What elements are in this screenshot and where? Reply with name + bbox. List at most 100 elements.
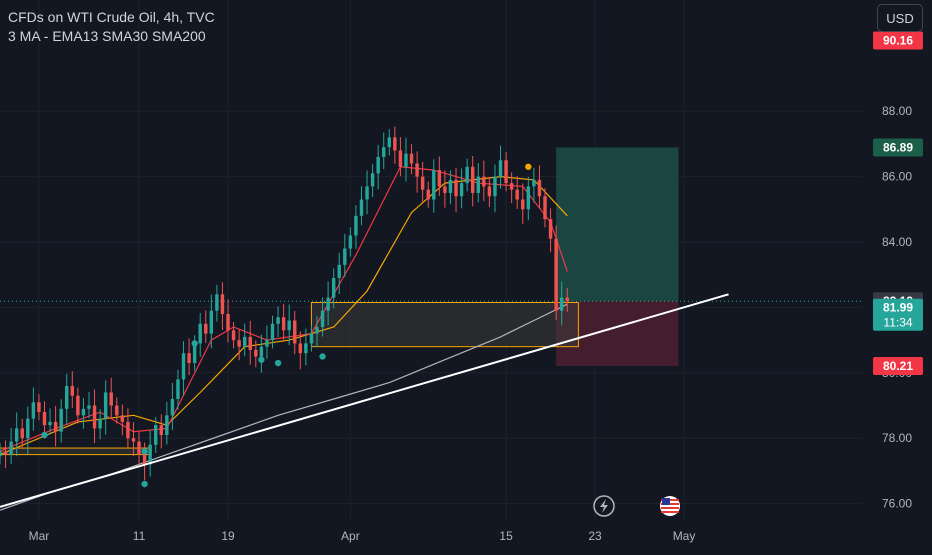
candle[interactable] <box>159 425 164 435</box>
candle[interactable] <box>65 385 69 409</box>
candle[interactable] <box>331 277 336 298</box>
candle[interactable] <box>521 199 525 210</box>
candle[interactable] <box>526 186 531 210</box>
candle[interactable] <box>98 418 102 429</box>
candle[interactable] <box>348 235 353 249</box>
candle[interactable] <box>109 392 113 406</box>
candle[interactable] <box>398 150 403 167</box>
candle[interactable] <box>248 336 252 350</box>
candle[interactable] <box>242 336 247 347</box>
currency-button[interactable]: USD <box>877 4 923 32</box>
candle[interactable] <box>287 320 291 331</box>
candle[interactable] <box>387 137 392 148</box>
candle[interactable] <box>120 415 125 422</box>
price-tag-take-profit[interactable]: 86.89 <box>883 140 913 154</box>
target-zone[interactable] <box>556 147 679 302</box>
candle[interactable] <box>198 323 202 344</box>
candle[interactable] <box>237 340 241 347</box>
candle[interactable] <box>53 421 58 432</box>
candle[interactable] <box>459 183 464 197</box>
candle[interactable] <box>153 425 158 445</box>
candle[interactable] <box>393 137 397 151</box>
candle[interactable] <box>3 451 8 455</box>
symbol-title[interactable]: CFDs on WTI Crude Oil, 4h, TVC <box>8 9 215 25</box>
candle[interactable] <box>181 353 186 380</box>
candle[interactable] <box>326 297 330 311</box>
price-tag-take-profit-bg[interactable] <box>873 138 923 157</box>
candle[interactable] <box>432 170 436 200</box>
candle[interactable] <box>420 176 425 190</box>
price-tag-target[interactable]: 90.16 <box>883 34 913 48</box>
candle[interactable] <box>9 441 13 455</box>
candle[interactable] <box>215 294 219 311</box>
candle[interactable] <box>92 405 97 429</box>
candle[interactable] <box>443 186 447 193</box>
candle[interactable] <box>281 317 286 331</box>
candle[interactable] <box>226 313 230 331</box>
candle[interactable] <box>170 398 175 416</box>
candle[interactable] <box>187 353 191 364</box>
candle[interactable] <box>437 170 442 187</box>
candle[interactable] <box>0 451 2 457</box>
candle[interactable] <box>276 317 280 324</box>
candle[interactable] <box>565 297 569 302</box>
candle[interactable] <box>454 179 458 197</box>
candle[interactable] <box>365 186 369 200</box>
lightning-icon[interactable] <box>593 495 615 517</box>
candle[interactable] <box>254 349 258 357</box>
candle[interactable] <box>404 153 408 167</box>
candle[interactable] <box>382 147 386 157</box>
candle[interactable] <box>309 333 314 344</box>
candle[interactable] <box>493 176 497 197</box>
candle[interactable] <box>470 166 475 193</box>
candle[interactable] <box>76 395 80 416</box>
candle[interactable] <box>126 421 130 439</box>
candle[interactable] <box>220 294 225 314</box>
candle[interactable] <box>14 428 19 442</box>
indicator-legend[interactable]: 3 MA - EMA13 SMA30 SMA200 <box>8 28 206 44</box>
candle[interactable] <box>559 297 564 311</box>
candle[interactable] <box>370 173 375 187</box>
candle[interactable] <box>415 163 419 177</box>
candle[interactable] <box>270 323 275 341</box>
candle[interactable] <box>87 405 91 409</box>
price-tag-current-bg[interactable] <box>873 298 923 331</box>
support-zone-left[interactable] <box>0 447 151 456</box>
candle[interactable] <box>176 379 180 399</box>
candle[interactable] <box>498 160 503 177</box>
candle[interactable] <box>81 408 86 416</box>
candle[interactable] <box>409 153 414 164</box>
candle[interactable] <box>343 248 347 265</box>
price-tag-stop[interactable]: 80.21 <box>883 359 913 373</box>
candle[interactable] <box>148 444 152 465</box>
candle[interactable] <box>554 238 558 311</box>
price-tag-current[interactable]: 81.99 <box>883 301 913 315</box>
candle[interactable] <box>509 183 514 190</box>
price-tag-stop-bg[interactable] <box>873 356 923 375</box>
candle[interactable] <box>337 264 341 278</box>
candle[interactable] <box>548 219 553 239</box>
candle[interactable] <box>265 340 269 347</box>
candle[interactable] <box>426 189 430 200</box>
candle[interactable] <box>48 421 52 426</box>
candle[interactable] <box>315 327 319 334</box>
candle[interactable] <box>165 415 169 435</box>
candle[interactable] <box>543 196 547 220</box>
candle[interactable] <box>320 310 325 328</box>
candle[interactable] <box>192 343 197 364</box>
candle[interactable] <box>137 441 141 455</box>
candle[interactable] <box>37 402 41 413</box>
candle[interactable] <box>293 320 297 344</box>
trendline[interactable] <box>0 293 729 508</box>
candle[interactable] <box>209 310 214 334</box>
candle[interactable] <box>59 408 63 432</box>
support-zone[interactable] <box>310 302 579 348</box>
candle[interactable] <box>103 392 108 419</box>
candle[interactable] <box>359 199 364 216</box>
candle[interactable] <box>31 402 36 419</box>
candle[interactable] <box>204 323 208 334</box>
candle[interactable] <box>465 166 469 184</box>
price-tag-target-bg[interactable] <box>873 31 923 50</box>
